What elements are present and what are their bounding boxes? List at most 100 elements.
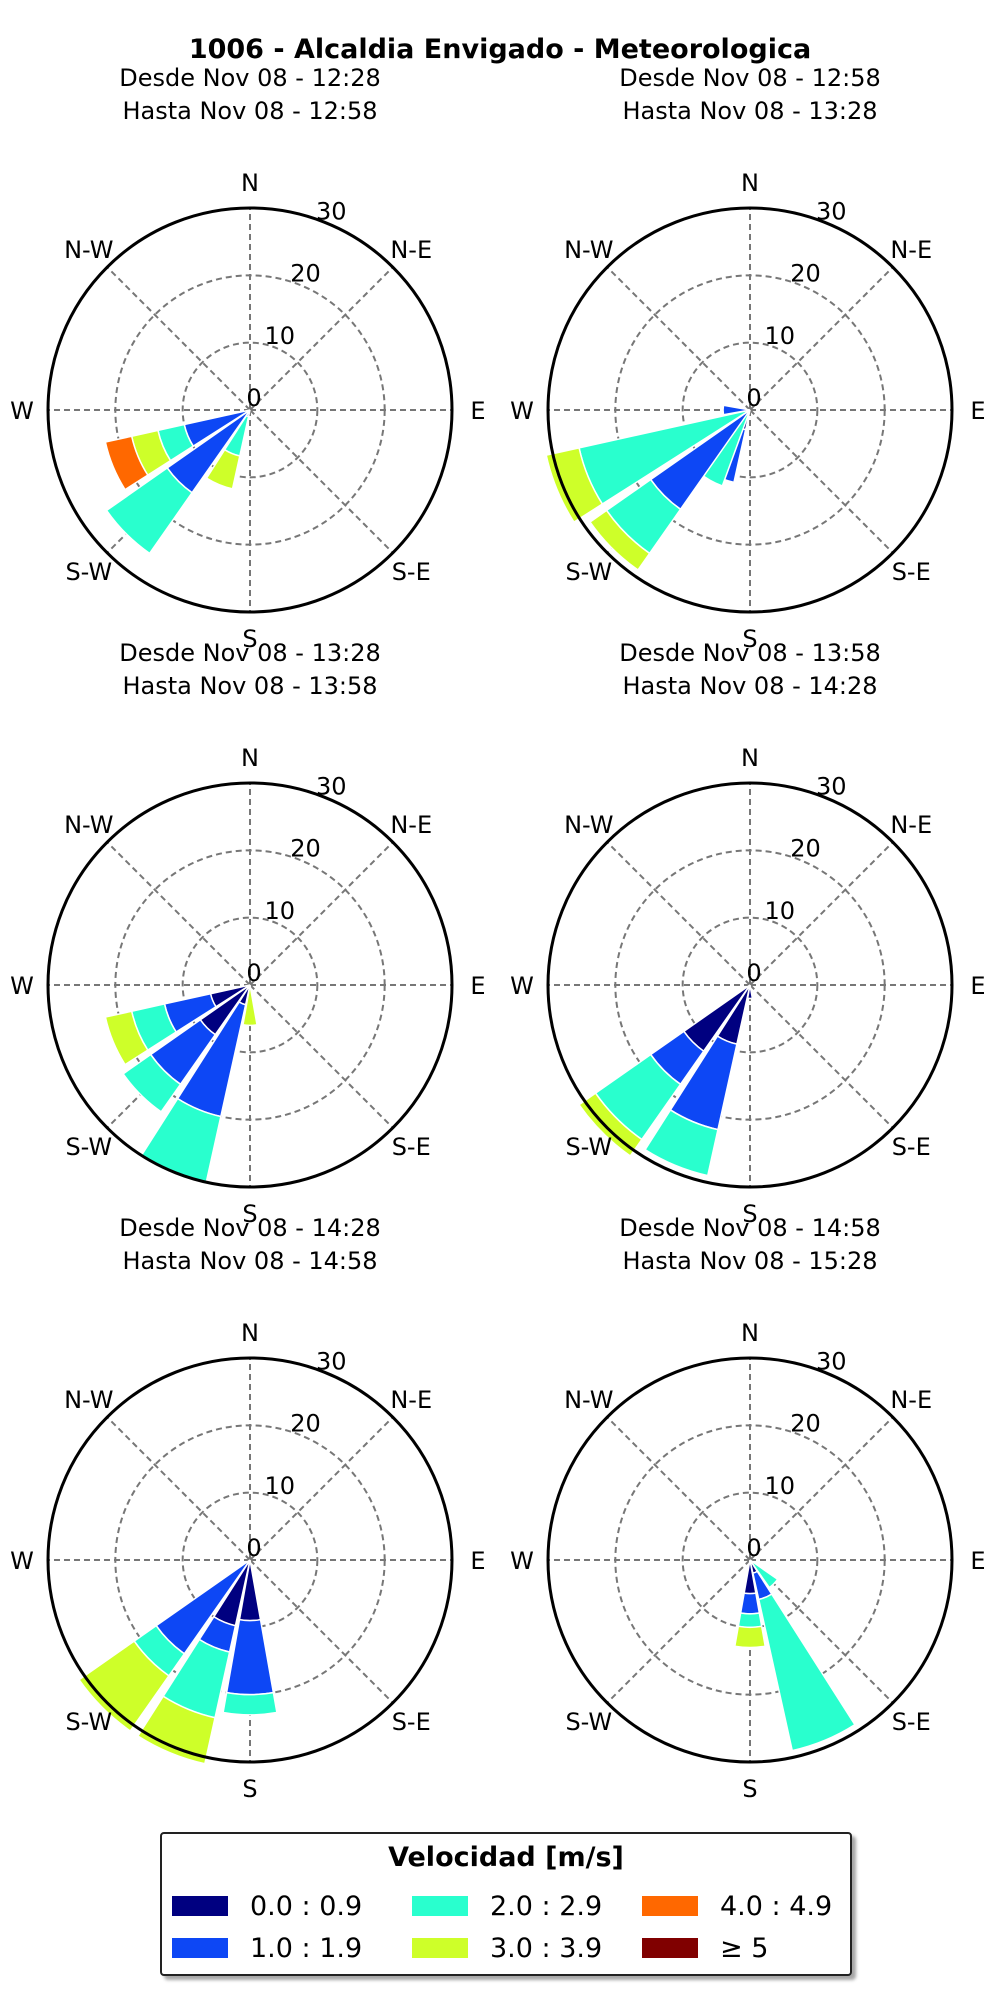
compass-label: S-E [392,1133,431,1161]
outer-ring [546,781,954,1189]
radial-tick-label: 20 [790,1410,821,1438]
windrose-segment [122,1053,182,1113]
windrose-segment [739,1592,761,1615]
windrose-segment [722,404,751,416]
outer-ring [46,781,454,1189]
compass-label: W [510,397,534,425]
windrose-segment [205,448,241,490]
radial-tick-label: 10 [264,897,295,925]
legend-swatch [642,1896,698,1916]
grid-spoke [106,1416,251,1561]
compass-label: N [741,169,759,197]
panel-subtitle-hasta: Hasta Nov 08 - 15:28 [622,1247,878,1275]
grid-spoke [106,841,251,986]
radial-tick-label: 10 [264,322,295,350]
compass-label: N [241,1319,259,1347]
radial-tick-label: 30 [316,1347,347,1375]
compass-label: S-E [392,558,431,586]
compass-label: N-W [64,1386,113,1414]
legend-item: ≥ 5 [642,1931,768,1965]
grid-ring [681,341,819,479]
compass-label: N-W [564,236,613,264]
panel-subtitle-hasta: Hasta Nov 08 - 14:28 [622,672,878,700]
compass-label: W [10,972,34,1000]
grid-ring [681,916,819,1054]
compass-label: S [242,1200,257,1228]
windrose-segment [104,435,149,491]
windrose-segment [222,1691,278,1716]
windrose-segment [136,1695,216,1765]
windrose-panel-2: Desde Nov 08 - 12:58 Hasta Nov 08 - 13:28… [500,0,1000,653]
panel-subtitle-desde: Desde Nov 08 - 13:28 [119,639,381,667]
windrose-segment [105,466,194,555]
compass-label: S [242,625,257,653]
windrose-segment [733,1625,767,1649]
panel-subtitle-hasta: Hasta Nov 08 - 14:58 [122,1247,378,1275]
windrose-segment [104,1010,149,1066]
compass-label: N-W [564,811,613,839]
panel-subtitle-desde: Desde Nov 08 - 12:28 [119,64,381,92]
compass-label: S-E [392,1708,431,1736]
grid-spoke [249,1559,394,1704]
compass-label: S-E [892,1708,931,1736]
legend: Velocidad [m/s] 0.0 : 0.9 1.0 : 1.9 2.0 : … [160,1832,852,1976]
compass-label: S-W [65,1133,112,1161]
compass-label: E [970,1547,985,1575]
radial-tick-label: 20 [290,835,321,863]
grid-ring [181,341,319,479]
legend-label: 3.0 : 3.9 [490,1932,603,1964]
compass-label: S-W [565,1133,612,1161]
compass-label: E [470,397,485,425]
compass-label: W [10,397,34,425]
compass-label: N-W [64,811,113,839]
grid-spoke [606,266,751,411]
compass-label: E [970,397,985,425]
windrose-chart: 0 10 20 30 N N-E E S-E S S-W W N-W [10,169,485,653]
radial-tick-label: 20 [290,1410,321,1438]
grid-ring [181,916,319,1054]
panel-subtitle-desde: Desde Nov 08 - 14:28 [119,1214,381,1242]
legend-swatch [172,1938,228,1958]
compass-label: N-E [890,236,932,264]
compass-label: S [242,1775,257,1803]
grid-spoke [249,266,394,411]
compass-label: W [10,1547,34,1575]
legend-item: 2.0 : 2.9 [412,1889,602,1923]
grid-spoke [249,984,394,1129]
compass-label: N-W [564,1386,613,1414]
panel-subtitle-hasta: Hasta Nov 08 - 12:58 [122,97,378,125]
legend-title: Velocidad [m/s] [388,1842,624,1873]
legend-label: 4.0 : 4.9 [720,1890,833,1922]
radial-tick-label: 20 [790,260,821,288]
compass-label: N-E [890,1386,932,1414]
radial-tick-label: 0 [246,959,261,987]
compass-label: S-W [65,558,112,586]
compass-label: N-E [390,811,432,839]
compass-label: S [742,1775,757,1803]
radial-tick-label: 10 [764,1472,795,1500]
legend-label: 0.0 : 0.9 [250,1890,363,1922]
legend-label: ≥ 5 [720,1932,769,1964]
radial-tick-label: 0 [246,384,261,412]
compass-label: S-E [892,1133,931,1161]
compass-label: S [742,625,757,653]
legend-label: 1.0 : 1.9 [250,1932,363,1964]
legend-swatch [412,1938,468,1958]
compass-label: N-E [890,811,932,839]
radial-tick-label: 0 [746,959,761,987]
radial-tick-label: 30 [816,197,847,225]
compass-label: S [742,1200,757,1228]
compass-label: N [241,169,259,197]
outer-ring [546,1356,954,1764]
windrose-segment [644,1108,719,1177]
grid-spoke [106,266,251,411]
grid-spoke [249,841,394,986]
legend-item: 3.0 : 3.9 [412,1931,602,1965]
legend-item: 4.0 : 4.9 [642,1889,832,1923]
grid-spoke [606,841,751,986]
grid-spoke [749,409,894,554]
windrose-segment [77,1640,170,1733]
compass-label: E [470,972,485,1000]
windrose-chart: 0 10 20 30 N N-E E S-E S S-W W N-W [510,169,985,653]
grid-spoke [606,1416,751,1561]
